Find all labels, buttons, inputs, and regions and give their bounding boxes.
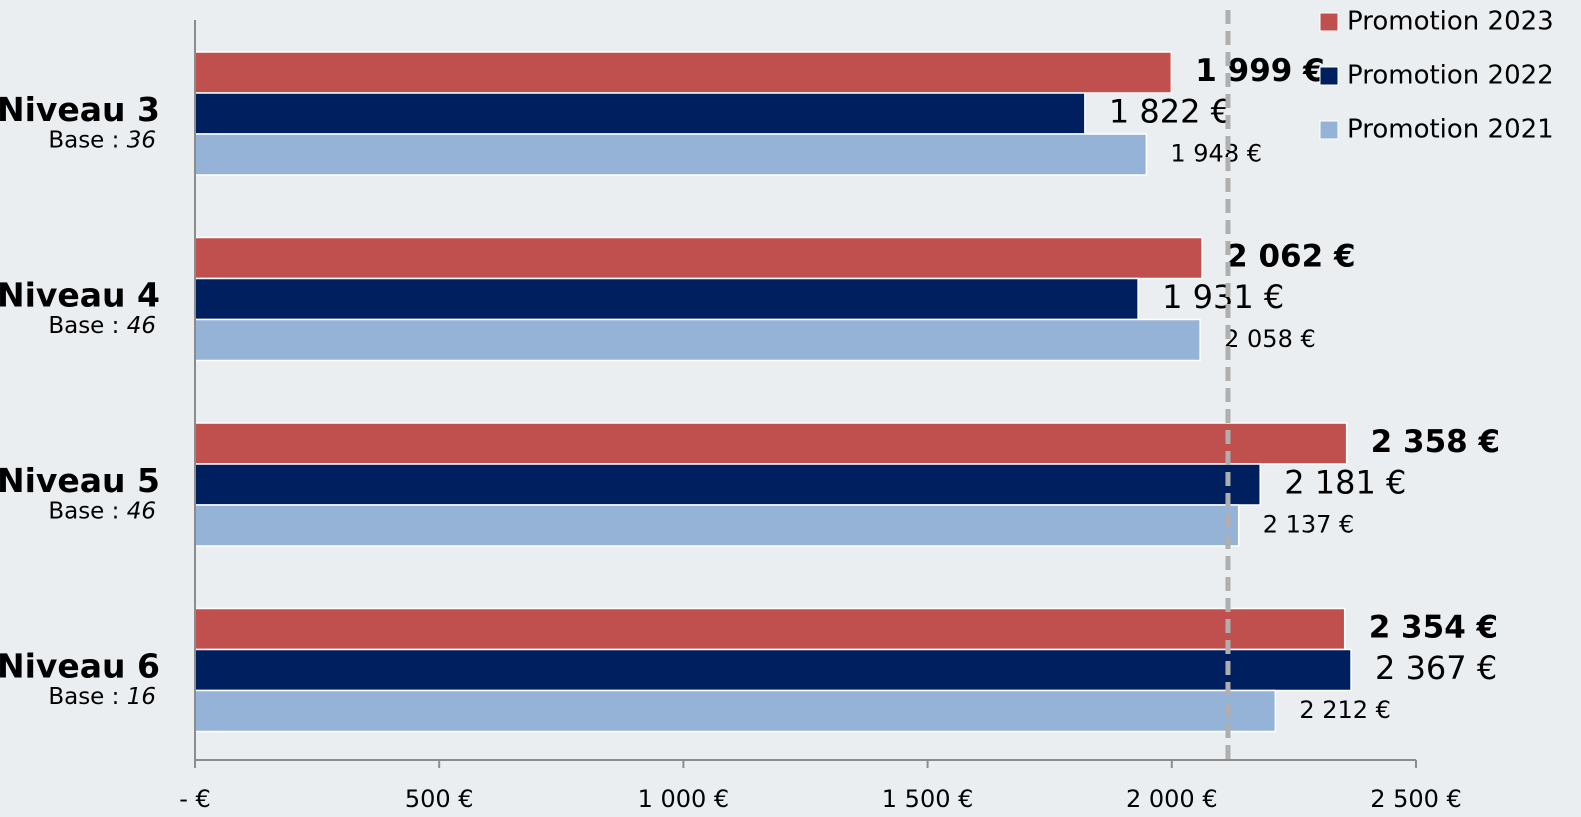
- data-label: 2 181 €: [1284, 464, 1406, 502]
- data-label: 2 367 €: [1375, 649, 1497, 687]
- bar-1-2: [194, 236, 1203, 280]
- category-label: Niveau 3: [0, 90, 160, 129]
- x-tick-label: 500 €: [405, 785, 474, 813]
- legend-swatch: [1319, 66, 1339, 86]
- base-label: Base : 36: [48, 127, 156, 153]
- bar-2-4: [194, 648, 1352, 692]
- legend-swatch: [1319, 12, 1339, 32]
- legend-label: Promotion 2021: [1347, 115, 1554, 145]
- data-label: 2 062 €: [1226, 239, 1355, 275]
- bar-1-1: [194, 51, 1173, 94]
- x-tick-label: 1 000 €: [638, 785, 730, 813]
- data-label: 1 931 €: [1162, 278, 1284, 316]
- data-label: 2 358 €: [1371, 424, 1500, 460]
- category-label: Niveau 6: [0, 647, 160, 686]
- bar-2-1: [194, 92, 1086, 135]
- base-label: Base : 46: [48, 498, 156, 524]
- bar-1-4: [194, 607, 1346, 651]
- bar-2-2: [194, 277, 1139, 321]
- bar-3-4: [194, 689, 1277, 733]
- x-tick-label: 1 500 €: [882, 785, 974, 813]
- category-label: Niveau 5: [0, 461, 160, 500]
- data-label: 2 137 €: [1263, 511, 1355, 539]
- data-label: 2 212 €: [1299, 696, 1391, 724]
- bar-3-3: [194, 504, 1240, 547]
- legend-swatch: [1319, 120, 1339, 140]
- data-label: 2 354 €: [1369, 610, 1498, 646]
- bar-3-1: [194, 133, 1148, 176]
- x-tick-label: 2 500 €: [1370, 785, 1462, 813]
- legend-label: Promotion 2023: [1347, 7, 1554, 37]
- category-label: Niveau 4: [0, 276, 160, 315]
- base-label: Base : 16: [48, 684, 156, 710]
- data-label: 2 058 €: [1224, 325, 1316, 353]
- x-tick-label: - €: [179, 785, 211, 813]
- data-label: 1 999 €: [1195, 53, 1324, 89]
- legend-label: Promotion 2022: [1347, 61, 1554, 91]
- bar-2-3: [194, 463, 1261, 506]
- data-label: 1 822 €: [1109, 93, 1231, 131]
- x-tick-label: 2 000 €: [1126, 785, 1218, 813]
- bar-1-3: [194, 422, 1348, 465]
- base-label: Base : 46: [48, 313, 156, 339]
- data-label: 1 948 €: [1170, 140, 1262, 168]
- bar-3-2: [194, 318, 1201, 362]
